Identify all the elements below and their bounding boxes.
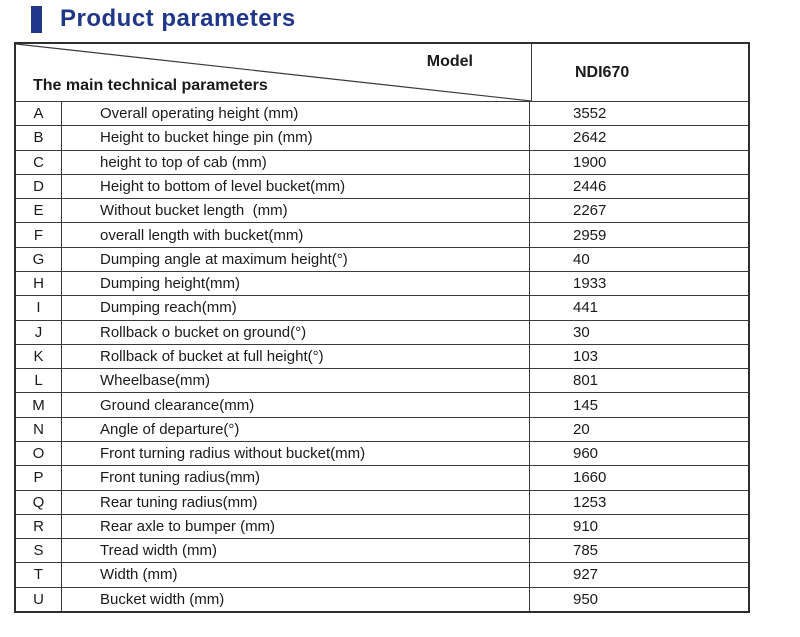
table-row: S Tread width (mm) 785 (16, 538, 748, 563)
row-key: T (16, 563, 62, 587)
table-row: T Width (mm) 927 (16, 562, 748, 587)
row-label: Tread width (mm) (62, 539, 530, 563)
row-label: height to top of cab (mm) (62, 150, 530, 174)
row-label: Front turning radius without bucket(mm) (62, 441, 530, 466)
row-value: 30 (573, 323, 590, 341)
row-label: Dumping height(mm) (62, 271, 530, 296)
row-value: 801 (573, 372, 599, 390)
row-value: 785 (573, 542, 599, 560)
diagonal-divider-line (16, 44, 531, 101)
row-value: 1933 (573, 275, 607, 293)
row-value: 103 (573, 347, 599, 365)
row-label: Dumping reach(mm) (62, 296, 530, 320)
row-label: Wheelbase(mm) (62, 369, 530, 393)
table-row: I Dumping reach(mm) 441 (16, 295, 748, 320)
row-label: Rear tuning radius(mm) (62, 490, 530, 514)
row-key: D (16, 174, 62, 199)
header-parameters-label: The main technical parameters (33, 77, 268, 94)
table-row: N Angle of departure(°) 20 (16, 416, 748, 441)
table-row: E Without bucket length (mm) 2267 (16, 198, 748, 223)
row-key: L (16, 369, 62, 393)
page-header: Product parameters (31, 4, 296, 34)
table-row: Q Rear tuning radius(mm) 1253 (16, 489, 748, 514)
row-label: Without bucket length (mm) (62, 199, 530, 223)
row-label: Angle of departure(°) (62, 417, 530, 441)
title-accent-bar-icon (31, 5, 42, 33)
row-label: Width (mm) (62, 563, 530, 587)
table-row: O Front turning radius without bucket(mm)… (16, 440, 748, 466)
row-key: E (16, 199, 62, 223)
row-label: Rollback of bucket at full height(°) (62, 344, 530, 369)
table-header-row: Model The main technical parameters NDI6… (16, 44, 748, 102)
row-value: 1253 (573, 493, 607, 511)
row-label: Bucket width (mm) (62, 587, 530, 611)
header-model-label: Model (426, 53, 473, 70)
parameters-table: Model The main technical parameters NDI6… (14, 42, 750, 613)
row-key: R (16, 514, 62, 539)
page-title: Product parameters (60, 5, 296, 32)
row-label: Height to bottom of level bucket(mm) (62, 174, 530, 199)
row-value: 2642 (573, 129, 607, 147)
row-value: 40 (573, 250, 590, 268)
table-row: R Rear axle to bumper (mm) 910 (16, 513, 748, 539)
row-value: 145 (573, 396, 599, 414)
row-label: Ground clearance(mm) (62, 393, 530, 417)
row-value: 20 (573, 420, 590, 438)
row-key: G (16, 247, 62, 271)
row-key: I (16, 296, 62, 320)
table-row: J Rollback o bucket on ground(°) 30 (16, 319, 748, 344)
row-label: Overall operating height (mm) (62, 102, 530, 126)
row-label: Rear axle to bumper (mm) (62, 514, 530, 539)
row-value: 960 (573, 445, 599, 463)
table-row: D Height to bottom of level bucket(mm) 244… (16, 173, 748, 199)
row-value: 2959 (573, 226, 607, 244)
table-row: U Bucket width (mm) 950 (16, 586, 748, 611)
table-row: P Front tuning radius(mm) 1660 (16, 465, 748, 490)
table-row: H Dumping height(mm) 1933 (16, 270, 748, 296)
row-value: 2267 (573, 202, 607, 220)
row-value: 441 (573, 299, 599, 317)
row-label: Height to bucket hinge pin (mm) (62, 126, 530, 150)
row-key: S (16, 539, 62, 563)
row-key: N (16, 417, 62, 441)
row-key: O (16, 441, 62, 466)
row-key: P (16, 466, 62, 490)
row-key: K (16, 344, 62, 369)
row-label: Front tuning radius(mm) (62, 466, 530, 490)
row-key: A (16, 102, 62, 126)
row-value: 3552 (573, 105, 607, 123)
table-header-corner-cell: Model The main technical parameters (16, 44, 532, 101)
row-value: 2446 (573, 177, 607, 195)
row-label: overall length with bucket(mm) (62, 223, 530, 247)
table-row: K Rollback of bucket at full height(°) 103 (16, 343, 748, 369)
table-row: B Height to bucket hinge pin (mm) 2642 (16, 125, 748, 150)
row-value: 1900 (573, 153, 607, 171)
table-row: G Dumping angle at maximum height(°) 40 (16, 246, 748, 271)
row-key: U (16, 587, 62, 611)
row-label: Dumping angle at maximum height(°) (62, 247, 530, 271)
table-row: M Ground clearance(mm) 145 (16, 392, 748, 417)
row-key: C (16, 150, 62, 174)
row-key: M (16, 393, 62, 417)
row-key: H (16, 271, 62, 296)
table-body: A Overall operating height (mm) 3552 B Heigh… (16, 102, 748, 611)
row-key: B (16, 126, 62, 150)
row-value: 1660 (573, 469, 607, 487)
row-key: J (16, 320, 62, 344)
row-key: Q (16, 490, 62, 514)
table-row: L Wheelbase(mm) 801 (16, 368, 748, 393)
row-value: 910 (573, 517, 599, 535)
row-value: 950 (573, 590, 599, 608)
header-model-value-cell: NDI670 (575, 63, 630, 81)
row-key: F (16, 223, 62, 247)
row-label: Rollback o bucket on ground(°) (62, 320, 530, 344)
row-value: 927 (573, 566, 599, 584)
table-row: A Overall operating height (mm) 3552 (16, 102, 748, 126)
